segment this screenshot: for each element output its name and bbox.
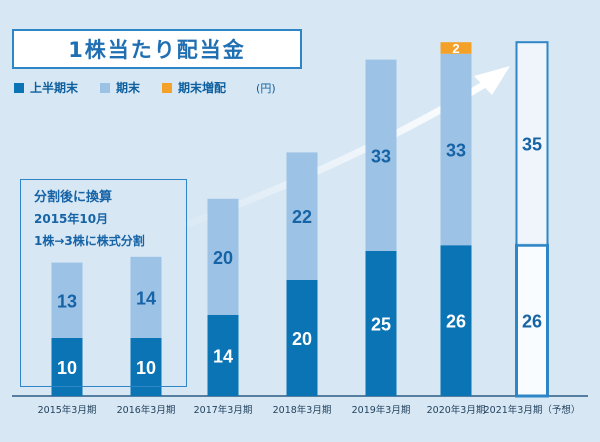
growth-arrow-head	[474, 66, 510, 95]
value-label-year-end-5: 33	[446, 141, 466, 161]
x-tick-label-5: 2020年3月期	[427, 404, 486, 416]
legend-item-year-end: 期末	[100, 79, 140, 96]
value-label-interim-4: 25	[371, 315, 391, 335]
x-tick-label-6: 2021年3月期（予想）	[484, 404, 581, 416]
value-label-interim-2: 14	[213, 346, 233, 366]
bar-year-end-3	[286, 152, 318, 280]
bar-year-end-1	[130, 256, 162, 338]
unit-label: (円)	[256, 81, 276, 95]
value-label-year-end-4: 33	[371, 146, 391, 166]
bar-year-end-5	[440, 53, 472, 246]
legend-swatch-increase	[162, 82, 173, 93]
value-label-year-end-3: 22	[292, 207, 312, 227]
x-tick-label-2: 2017年3月期	[194, 404, 253, 416]
legend-swatch-year-end	[100, 82, 111, 93]
x-tick-label-0: 2015年3月期	[38, 404, 97, 416]
x-tick-label-1: 2016年3月期	[117, 404, 176, 416]
value-label-year-end-6: 35	[522, 135, 542, 155]
value-label-interim-3: 20	[292, 329, 312, 349]
legend-item-increase: 期末増配	[162, 79, 226, 96]
value-label-year-end-2: 20	[213, 248, 233, 268]
value-label-interim-1: 10	[136, 358, 156, 378]
bar-year-end-2	[207, 198, 239, 315]
legend-label-year-end: 期末	[116, 81, 141, 95]
value-label-increase-5: 2	[452, 41, 459, 56]
legend-label-increase: 期末増配	[178, 81, 227, 95]
bar-interim-3	[286, 280, 318, 396]
x-tick-label-4: 2019年3月期	[352, 404, 411, 416]
bar-interim-4	[365, 251, 397, 396]
note-date: 2015年10月	[34, 212, 109, 226]
x-tick-label-3: 2018年3月期	[273, 404, 332, 416]
bar-interim-2	[207, 314, 239, 396]
chart-title: 1株当たり配当金	[68, 38, 246, 62]
value-label-interim-0: 10	[57, 358, 77, 378]
note-split-ratio: 1株→3株に株式分割	[34, 234, 145, 248]
legend: 上半期末 期末 期末増配 (円)	[14, 79, 276, 96]
legend-label-interim: 上半期末	[30, 81, 79, 95]
value-label-interim-5: 26	[446, 312, 466, 332]
bar-interim-5	[440, 245, 472, 396]
bar-increase-5	[440, 42, 472, 54]
legend-item-interim: 上半期末	[14, 79, 78, 96]
value-label-year-end-0: 13	[57, 291, 77, 311]
note-heading: 分割後に換算	[34, 190, 113, 205]
bar-year-end-6	[515, 41, 549, 247]
bar-year-end-4	[365, 59, 397, 251]
value-label-year-end-1: 14	[136, 288, 156, 308]
stock-split-note-box	[20, 179, 187, 387]
legend-swatch-interim	[14, 82, 24, 93]
labels-layer: 10132015年3月期10142016年3月期14202017年3月期2022…	[38, 41, 581, 416]
value-label-interim-6: 26	[522, 312, 542, 332]
bar-year-end-0	[51, 262, 83, 338]
chart-title-box: 1株当たり配当金	[12, 29, 302, 69]
bars-layer	[51, 41, 549, 398]
